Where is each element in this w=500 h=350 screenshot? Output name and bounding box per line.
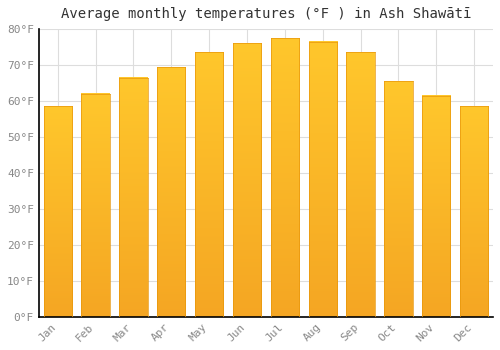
Title: Average monthly temperatures (°F ) in Ash Shawātī: Average monthly temperatures (°F ) in As… bbox=[60, 7, 471, 21]
